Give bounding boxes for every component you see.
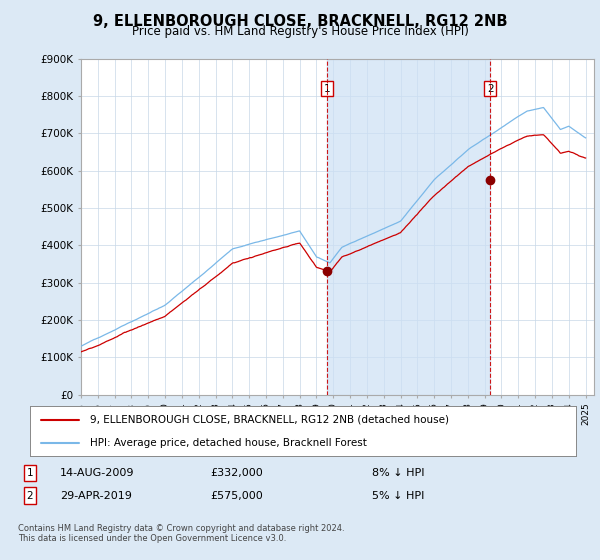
Text: 9, ELLENBOROUGH CLOSE, BRACKNELL, RG12 2NB: 9, ELLENBOROUGH CLOSE, BRACKNELL, RG12 2… bbox=[93, 14, 507, 29]
Text: 2: 2 bbox=[487, 83, 494, 94]
Text: HPI: Average price, detached house, Bracknell Forest: HPI: Average price, detached house, Brac… bbox=[90, 438, 367, 448]
Text: 1: 1 bbox=[323, 83, 330, 94]
Text: 5% ↓ HPI: 5% ↓ HPI bbox=[372, 491, 424, 501]
Text: Contains HM Land Registry data © Crown copyright and database right 2024.
This d: Contains HM Land Registry data © Crown c… bbox=[18, 524, 344, 543]
Text: 9, ELLENBOROUGH CLOSE, BRACKNELL, RG12 2NB (detached house): 9, ELLENBOROUGH CLOSE, BRACKNELL, RG12 2… bbox=[90, 414, 449, 424]
Bar bbox=[327, 59, 490, 395]
Text: £332,000: £332,000 bbox=[210, 468, 263, 478]
Text: 29-APR-2019: 29-APR-2019 bbox=[60, 491, 132, 501]
Text: 8% ↓ HPI: 8% ↓ HPI bbox=[372, 468, 425, 478]
Text: 14-AUG-2009: 14-AUG-2009 bbox=[60, 468, 134, 478]
Text: £575,000: £575,000 bbox=[210, 491, 263, 501]
Text: 2: 2 bbox=[26, 491, 34, 501]
Text: Price paid vs. HM Land Registry's House Price Index (HPI): Price paid vs. HM Land Registry's House … bbox=[131, 25, 469, 38]
Text: 1: 1 bbox=[26, 468, 34, 478]
